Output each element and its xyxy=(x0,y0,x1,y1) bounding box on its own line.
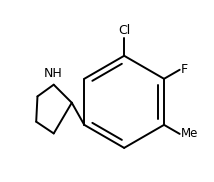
Text: Cl: Cl xyxy=(118,24,130,37)
Text: F: F xyxy=(181,63,188,76)
Text: Me: Me xyxy=(181,127,199,140)
Text: NH: NH xyxy=(43,67,62,80)
